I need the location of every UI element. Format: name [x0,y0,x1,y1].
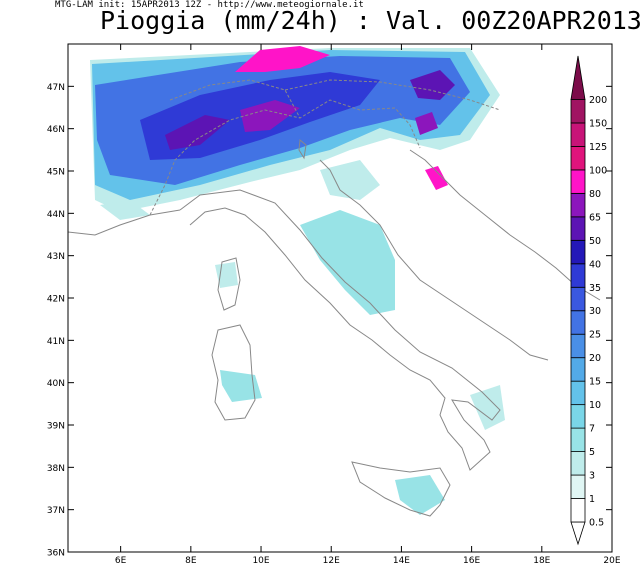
lat-tick-label: 43N [47,252,65,262]
lat-tick-label: 45N [47,168,65,178]
legend-swatch [570,192,586,218]
legend-swatch [570,286,586,312]
lat-tick-label: 38N [47,464,65,474]
rain-patch-ligurian [100,200,150,220]
rain-patch-sicily [395,475,445,515]
swiss-border [169,79,301,119]
lat-tick-label: 40N [47,379,65,389]
rain-core-north [235,46,330,72]
legend-label: 50 [589,236,601,247]
latitude-axis: 36N 37N 38N 39N 40N 41N 42N 43N 44N 45N 46N 47N [47,83,612,559]
austria-border [284,79,501,111]
legend-label: 1 [589,494,595,505]
rain-core-central-alps [240,100,300,132]
lon-tick-label: 14E [393,556,410,566]
legend-cap-top [570,55,586,100]
lat-tick-label: 37N [47,506,65,516]
sicily-coastline [351,461,451,517]
rain-patch-calabria [470,385,505,430]
legend-label: 20 [589,353,601,364]
legend-label: 65 [589,212,601,223]
lat-tick-label: 44N [47,210,65,220]
lat-tick-label: 47N [47,83,65,93]
legend-label: 30 [589,306,601,317]
legend-label: 40 [589,259,601,270]
lake-garda [298,139,307,160]
legend-cap-bottom [570,521,586,546]
lat-tick-label: 39N [47,422,65,432]
rain-patch-apennines [300,210,395,315]
legend-swatch [570,99,586,124]
legend-label: 150 [589,118,607,129]
map-area [68,46,601,517]
legend-label: 35 [589,283,601,294]
italy-coastline [179,189,501,471]
lon-tick-label: 8E [185,556,197,566]
legend-swatch [570,380,586,406]
legend-label: 125 [589,142,607,153]
lat-tick-label: 36N [47,549,65,559]
rain-core-northeast [410,70,455,100]
legend-label: 5 [589,447,595,458]
legend-swatch [570,310,586,335]
legend-swatch [570,404,586,429]
rain-core-croatia [425,166,448,190]
coastlines [68,79,601,517]
legend-swatch [570,263,586,288]
legend-swatch [570,122,586,147]
lon-tick-label: 12E [323,556,340,566]
lat-tick-label: 46N [47,125,65,135]
precipitation-field [90,46,505,515]
legend-label: 7 [589,424,595,435]
lon-tick-label: 20E [603,556,620,566]
legend-swatch [570,498,586,523]
sardinia-coastline [211,324,256,421]
legend-swatch [570,427,586,452]
legend-label: 15 [589,377,601,388]
longitude-axis: 6E 8E 10E 12E 14E 16E 18E 20E [115,44,621,566]
corsica-coastline [217,257,241,311]
legend-swatch [570,357,586,382]
french-coastline [68,209,181,236]
legend-swatch [570,239,586,265]
legend-swatch [570,169,586,194]
lon-tick-label: 16E [463,556,480,566]
legend-label: 200 [589,95,607,106]
legend-label: 80 [589,189,601,200]
adriatic-coastline [319,159,549,361]
lon-tick-label: 18E [533,556,550,566]
lon-tick-label: 6E [115,556,127,566]
lat-tick-label: 42N [47,295,65,305]
legend-swatch [570,333,586,359]
rain-patch-sardinia [220,370,262,402]
alpine-border [149,99,421,216]
legend-label: 25 [589,330,601,341]
legend-label: 0.5 [589,518,604,529]
rain-core-west-alps [165,115,230,150]
legend-swatch [570,451,586,476]
lon-tick-label: 10E [252,556,269,566]
legend-label: 10 [589,400,601,411]
legend-label: 3 [589,471,595,482]
rain-core-east-alps [415,112,438,135]
legend-swatch [570,474,586,499]
model-credit: MTG-LAM init: 15APR2013 12Z - http://www… [55,0,364,10]
lat-tick-label: 41N [47,337,65,347]
rain-patch-tuscany [320,160,380,200]
legend-swatch [570,146,586,171]
legend-label: 100 [589,165,607,176]
legend-swatch [570,216,586,241]
map-title: Pioggia (mm/24h) : Val. 00Z20APR2013 [100,6,640,35]
balkan-coastline [409,149,601,301]
